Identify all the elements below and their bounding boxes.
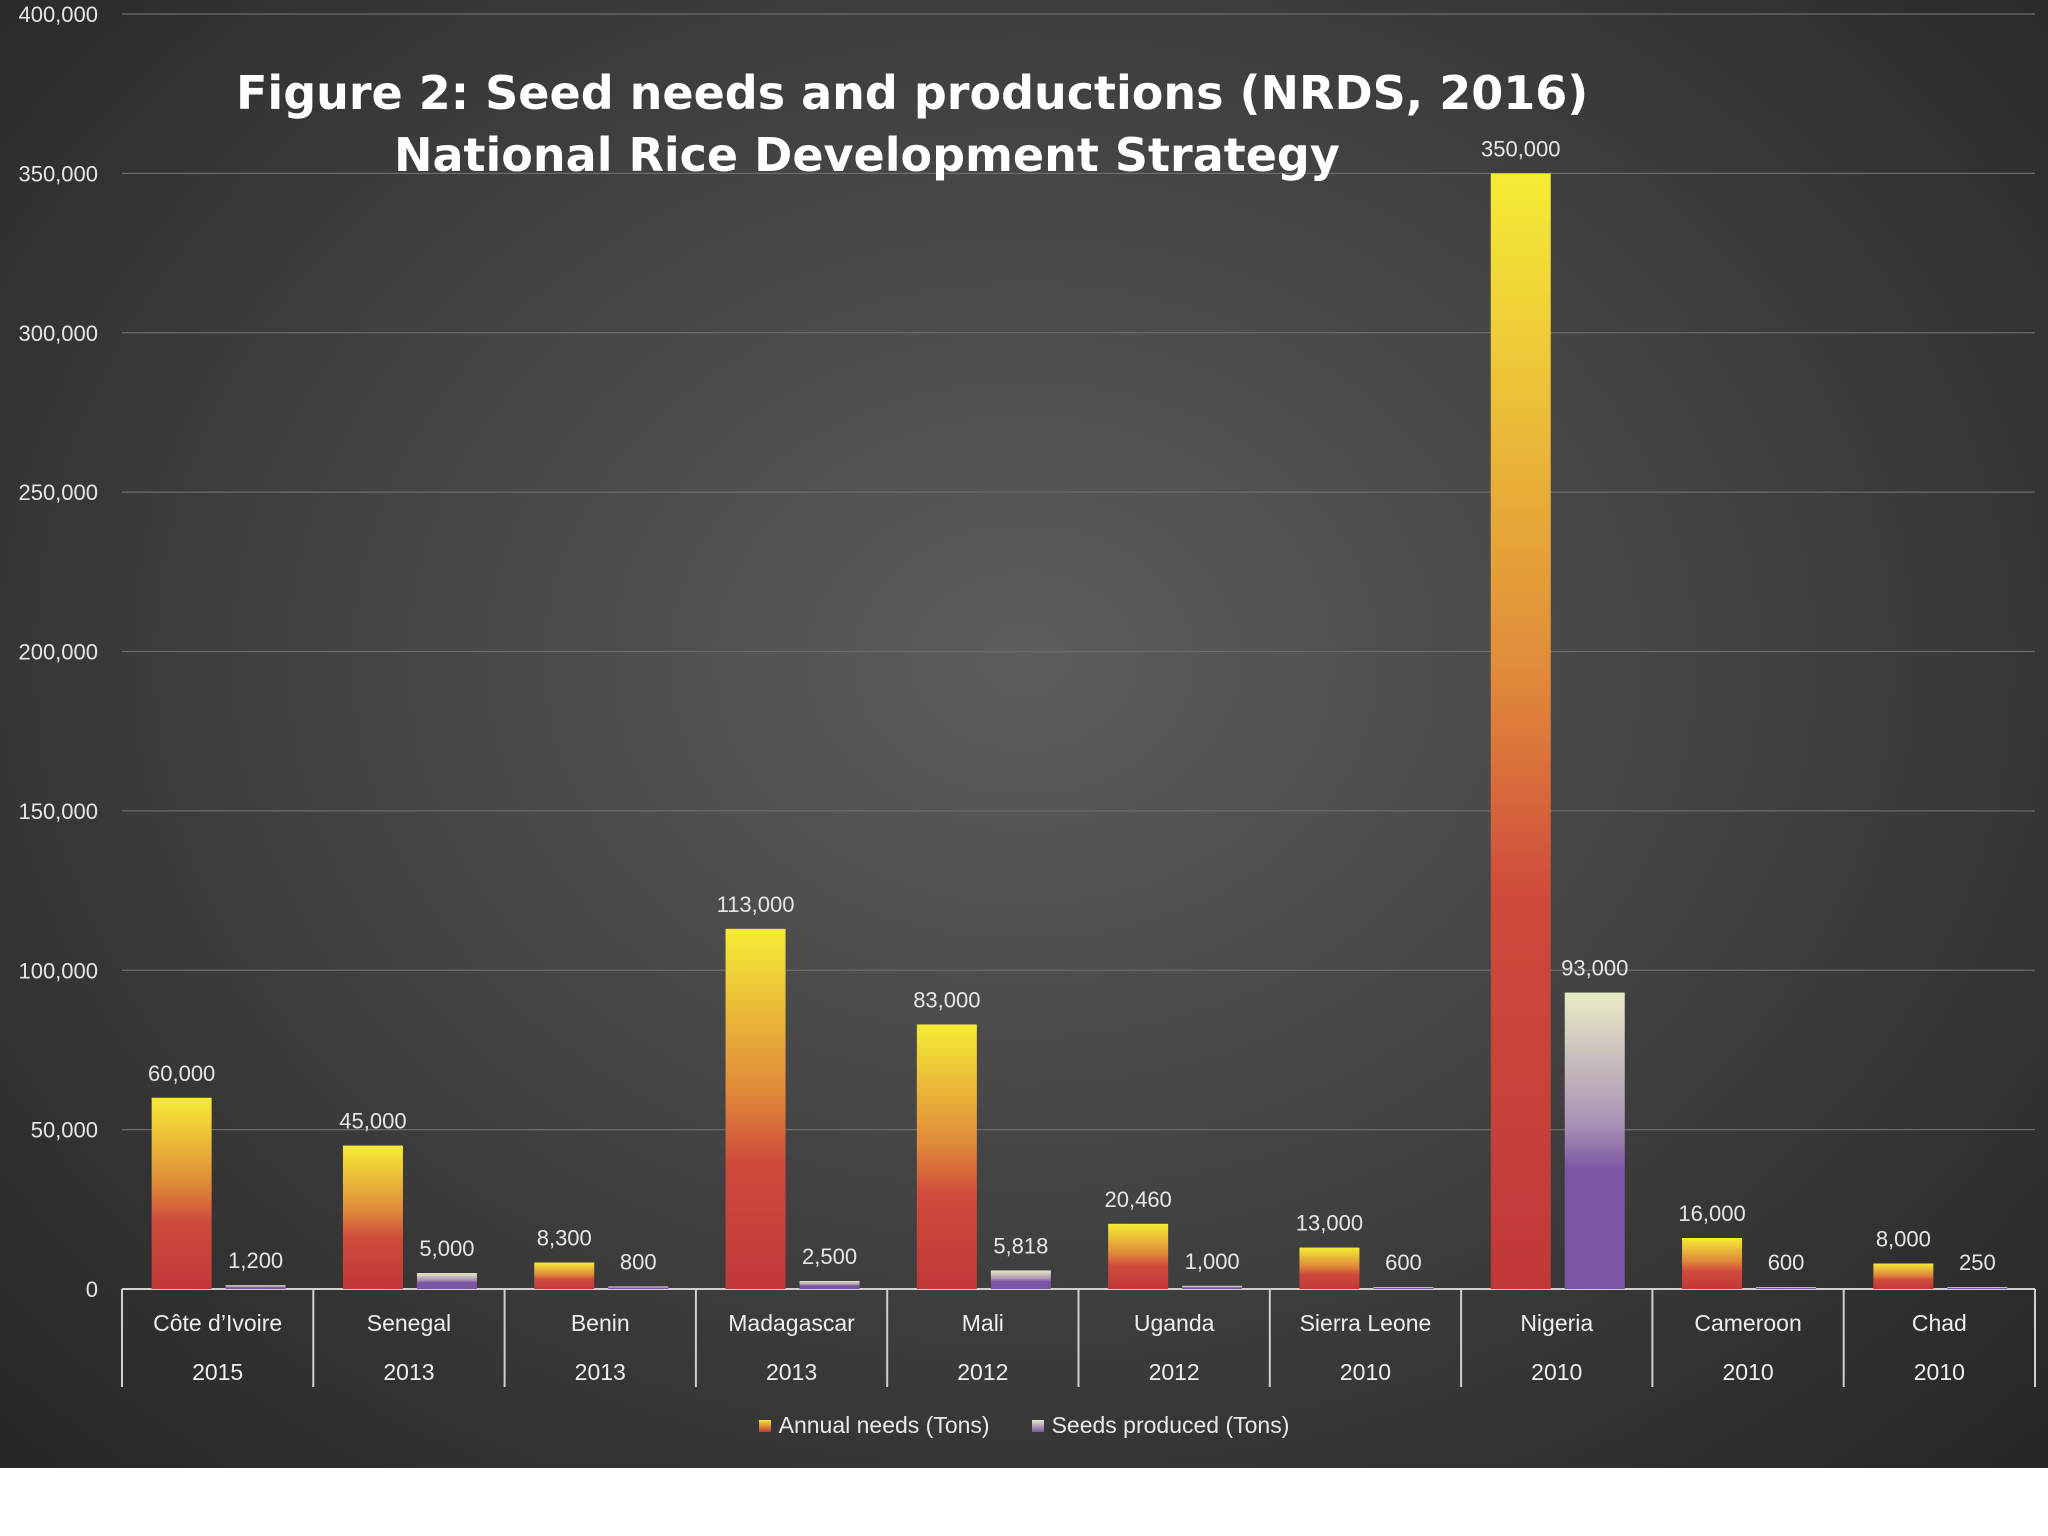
x-tick-label-year: 2015 xyxy=(192,1359,243,1385)
bar-annual-needs xyxy=(534,1262,595,1289)
y-tick-label: 300,000 xyxy=(18,321,98,346)
legend-item-needs: Annual needs (Tons) xyxy=(758,1412,990,1439)
x-tick-label-country: Nigeria xyxy=(1520,1310,1593,1336)
x-tick-label-country: Côte d’Ivoire xyxy=(153,1310,282,1336)
x-tick-label-country: Benin xyxy=(571,1310,630,1336)
x-tick-label-year: 2013 xyxy=(766,1359,817,1385)
x-tick-label-country: Madagascar xyxy=(728,1310,855,1336)
data-label-seeds: 5,000 xyxy=(419,1236,474,1261)
data-label-needs: 350,000 xyxy=(1481,136,1561,161)
x-tick-label-country: Cameroon xyxy=(1694,1310,1801,1336)
bar-annual-needs xyxy=(1873,1263,1934,1289)
x-tick-label-country: Uganda xyxy=(1134,1310,1215,1336)
data-label-seeds: 1,200 xyxy=(228,1248,283,1273)
y-tick-label: 250,000 xyxy=(18,480,98,505)
bar-seeds-produced xyxy=(990,1270,1051,1289)
data-label-needs: 60,000 xyxy=(148,1061,215,1086)
y-tick-label: 50,000 xyxy=(31,1118,98,1143)
x-tick-label-year: 2010 xyxy=(1914,1359,1965,1385)
x-tick-label-year: 2013 xyxy=(383,1359,434,1385)
y-tick-label: 0 xyxy=(86,1277,98,1302)
data-label-needs: 13,000 xyxy=(1296,1211,1363,1236)
bar-annual-needs xyxy=(342,1145,403,1289)
y-tick-label: 150,000 xyxy=(18,799,98,824)
legend-swatch-seeds xyxy=(1031,1419,1044,1432)
data-label-seeds: 1,000 xyxy=(1185,1249,1240,1274)
bar-seeds-produced xyxy=(1756,1287,1817,1289)
x-tick-label-year: 2013 xyxy=(575,1359,626,1385)
data-label-needs: 113,000 xyxy=(717,892,795,917)
legend-label-needs: Annual needs (Tons) xyxy=(778,1412,990,1438)
data-label-needs: 83,000 xyxy=(913,987,980,1012)
data-label-seeds: 2,500 xyxy=(802,1244,857,1269)
data-label-seeds: 800 xyxy=(620,1249,657,1274)
data-label-needs: 8,300 xyxy=(537,1226,592,1251)
x-tick-label-year: 2010 xyxy=(1340,1359,1391,1385)
legend-item-seeds: Seeds produced (Tons) xyxy=(1031,1412,1290,1439)
y-tick-label: 350,000 xyxy=(18,161,98,186)
y-tick-label: 100,000 xyxy=(18,958,98,983)
bar-seeds-produced xyxy=(225,1285,286,1289)
legend-swatch-needs xyxy=(758,1419,771,1432)
bar-seeds-produced xyxy=(1947,1287,2008,1289)
legend: Annual needs (Tons) Seeds produced (Tons… xyxy=(0,1412,2048,1439)
bar-annual-needs xyxy=(1299,1247,1360,1289)
data-label-seeds: 600 xyxy=(1768,1250,1805,1275)
x-tick-label-country: Mali xyxy=(962,1310,1004,1336)
data-label-seeds: 5,818 xyxy=(993,1233,1048,1258)
y-tick-label: 400,000 xyxy=(18,2,98,27)
bar-seeds-produced xyxy=(1182,1285,1243,1289)
bar-seeds-produced xyxy=(1564,992,1625,1289)
bar-annual-needs xyxy=(151,1097,212,1289)
bar-annual-needs xyxy=(1490,173,1551,1289)
x-tick-label-country: Senegal xyxy=(367,1310,451,1336)
data-label-seeds: 250 xyxy=(1959,1250,1996,1275)
x-tick-label-country: Chad xyxy=(1912,1310,1967,1336)
x-tick-label-year: 2010 xyxy=(1722,1359,1773,1385)
chart-title-line-1: Figure 2: Seed needs and productions (NR… xyxy=(236,66,1589,120)
y-tick-label: 200,000 xyxy=(18,640,98,665)
data-label-needs: 16,000 xyxy=(1678,1201,1745,1226)
data-label-needs: 45,000 xyxy=(339,1109,406,1134)
bar-annual-needs xyxy=(725,928,786,1289)
chart-title-line-2: National Rice Development Strategy xyxy=(394,128,1340,182)
data-label-needs: 8,000 xyxy=(1876,1227,1931,1252)
x-tick-label-year: 2012 xyxy=(1149,1359,1200,1385)
legend-label-seeds: Seeds produced (Tons) xyxy=(1051,1412,1290,1438)
bar-annual-needs xyxy=(1108,1223,1169,1289)
x-tick-label-country: Sierra Leone xyxy=(1300,1310,1432,1336)
data-label-seeds: 600 xyxy=(1385,1250,1422,1275)
bar-seeds-produced xyxy=(1373,1287,1434,1289)
bar-annual-needs xyxy=(916,1024,977,1289)
data-label-needs: 20,460 xyxy=(1105,1187,1172,1212)
bar-annual-needs xyxy=(1682,1238,1743,1289)
data-label-seeds: 93,000 xyxy=(1561,956,1628,981)
bar-seeds-produced xyxy=(608,1286,669,1289)
bar-seeds-produced xyxy=(799,1281,860,1289)
x-tick-label-year: 2010 xyxy=(1531,1359,1582,1385)
chart-area: 0 50,000 100,000 150,000 200,000 250,000 300,0… xyxy=(0,0,2048,1468)
chart-plot: 0 50,000 100,000 150,000 200,000 250,000 300,0… xyxy=(18,2,2036,1387)
bar-seeds-produced xyxy=(416,1273,477,1289)
x-tick-label-year: 2012 xyxy=(957,1359,1008,1385)
